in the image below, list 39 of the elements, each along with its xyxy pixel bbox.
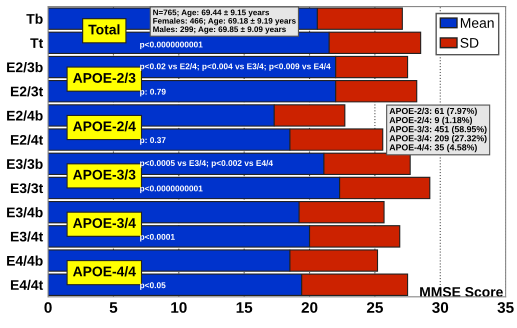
annotation: p: 0.37: [140, 137, 166, 145]
annotation: Total: [88, 24, 120, 34]
y-tick-label: Tt: [30, 38, 44, 48]
y-tick-label: E2/4t: [10, 134, 44, 145]
y-tick-label: E3/3t: [10, 182, 44, 194]
y-tick-label: E2/4b: [7, 110, 43, 121]
legend-label: Mean: [460, 18, 494, 28]
annotation: APOE-2/3: 61 (7.97%) APOE-2/4: 9 (1.18%) APOE-3/3: 451 (58.95%) APOE-3/4: 209 (27.32%) APOE-4/4: 35 (4.58%): [389, 108, 487, 152]
y-tick-label: Tb: [26, 14, 43, 24]
annotation: p<0.0000000001: [140, 42, 203, 50]
x-tick-label: 0: [44, 302, 52, 313]
x-tick-label: 20: [302, 302, 318, 313]
x-tick-label: 5: [110, 302, 118, 313]
annotation: p<0.0005 vs E3/4; p<0.002 vs E4/4: [140, 160, 273, 168]
x-tick-label: 30: [432, 302, 448, 313]
annotation: APOE-4/4: [72, 266, 136, 277]
y-tick-label: E3/3b: [7, 158, 43, 170]
annotation: APOE-2/3: [72, 72, 136, 83]
annotation: p<0.0000000001: [140, 186, 203, 194]
annotation: APOE-2/4: [72, 121, 136, 132]
annotation: p: 0.79: [140, 88, 166, 96]
annotation: N=765; Age: 69.44 ± 9.15 years Females: 466; Age: 69.18 ± 9.19 years Males: 299; Age: 69.85 ± 9.09 years: [153, 10, 296, 34]
y-tick-label: E2/3t: [10, 86, 44, 97]
x-tick-label: 10: [171, 302, 187, 313]
legend-label: SD: [460, 38, 478, 48]
x-tick-label: 35: [497, 302, 514, 313]
y-tick-label: E4/4t: [10, 280, 44, 290]
y-tick-label: E4/4b: [7, 256, 43, 266]
annotation: APOE-3/4: [72, 218, 136, 228]
x-axis-title: MMSE Score: [420, 287, 503, 297]
annotation: p<0.0001: [140, 234, 175, 242]
annotation: p<0.02 vs E2/4; p<0.004 vs E3/4; p<0.009 vs E4/4: [140, 63, 331, 71]
y-tick-label: E2/3b: [7, 62, 43, 72]
x-tick-label: 25: [366, 302, 383, 313]
annotation: p<0.05: [140, 282, 166, 290]
y-tick-label: E3/4b: [7, 207, 43, 218]
x-tick-label: 15: [236, 302, 252, 313]
y-tick-label: E3/4t: [10, 231, 44, 242]
annotation: APOE-3/3: [72, 169, 136, 180]
